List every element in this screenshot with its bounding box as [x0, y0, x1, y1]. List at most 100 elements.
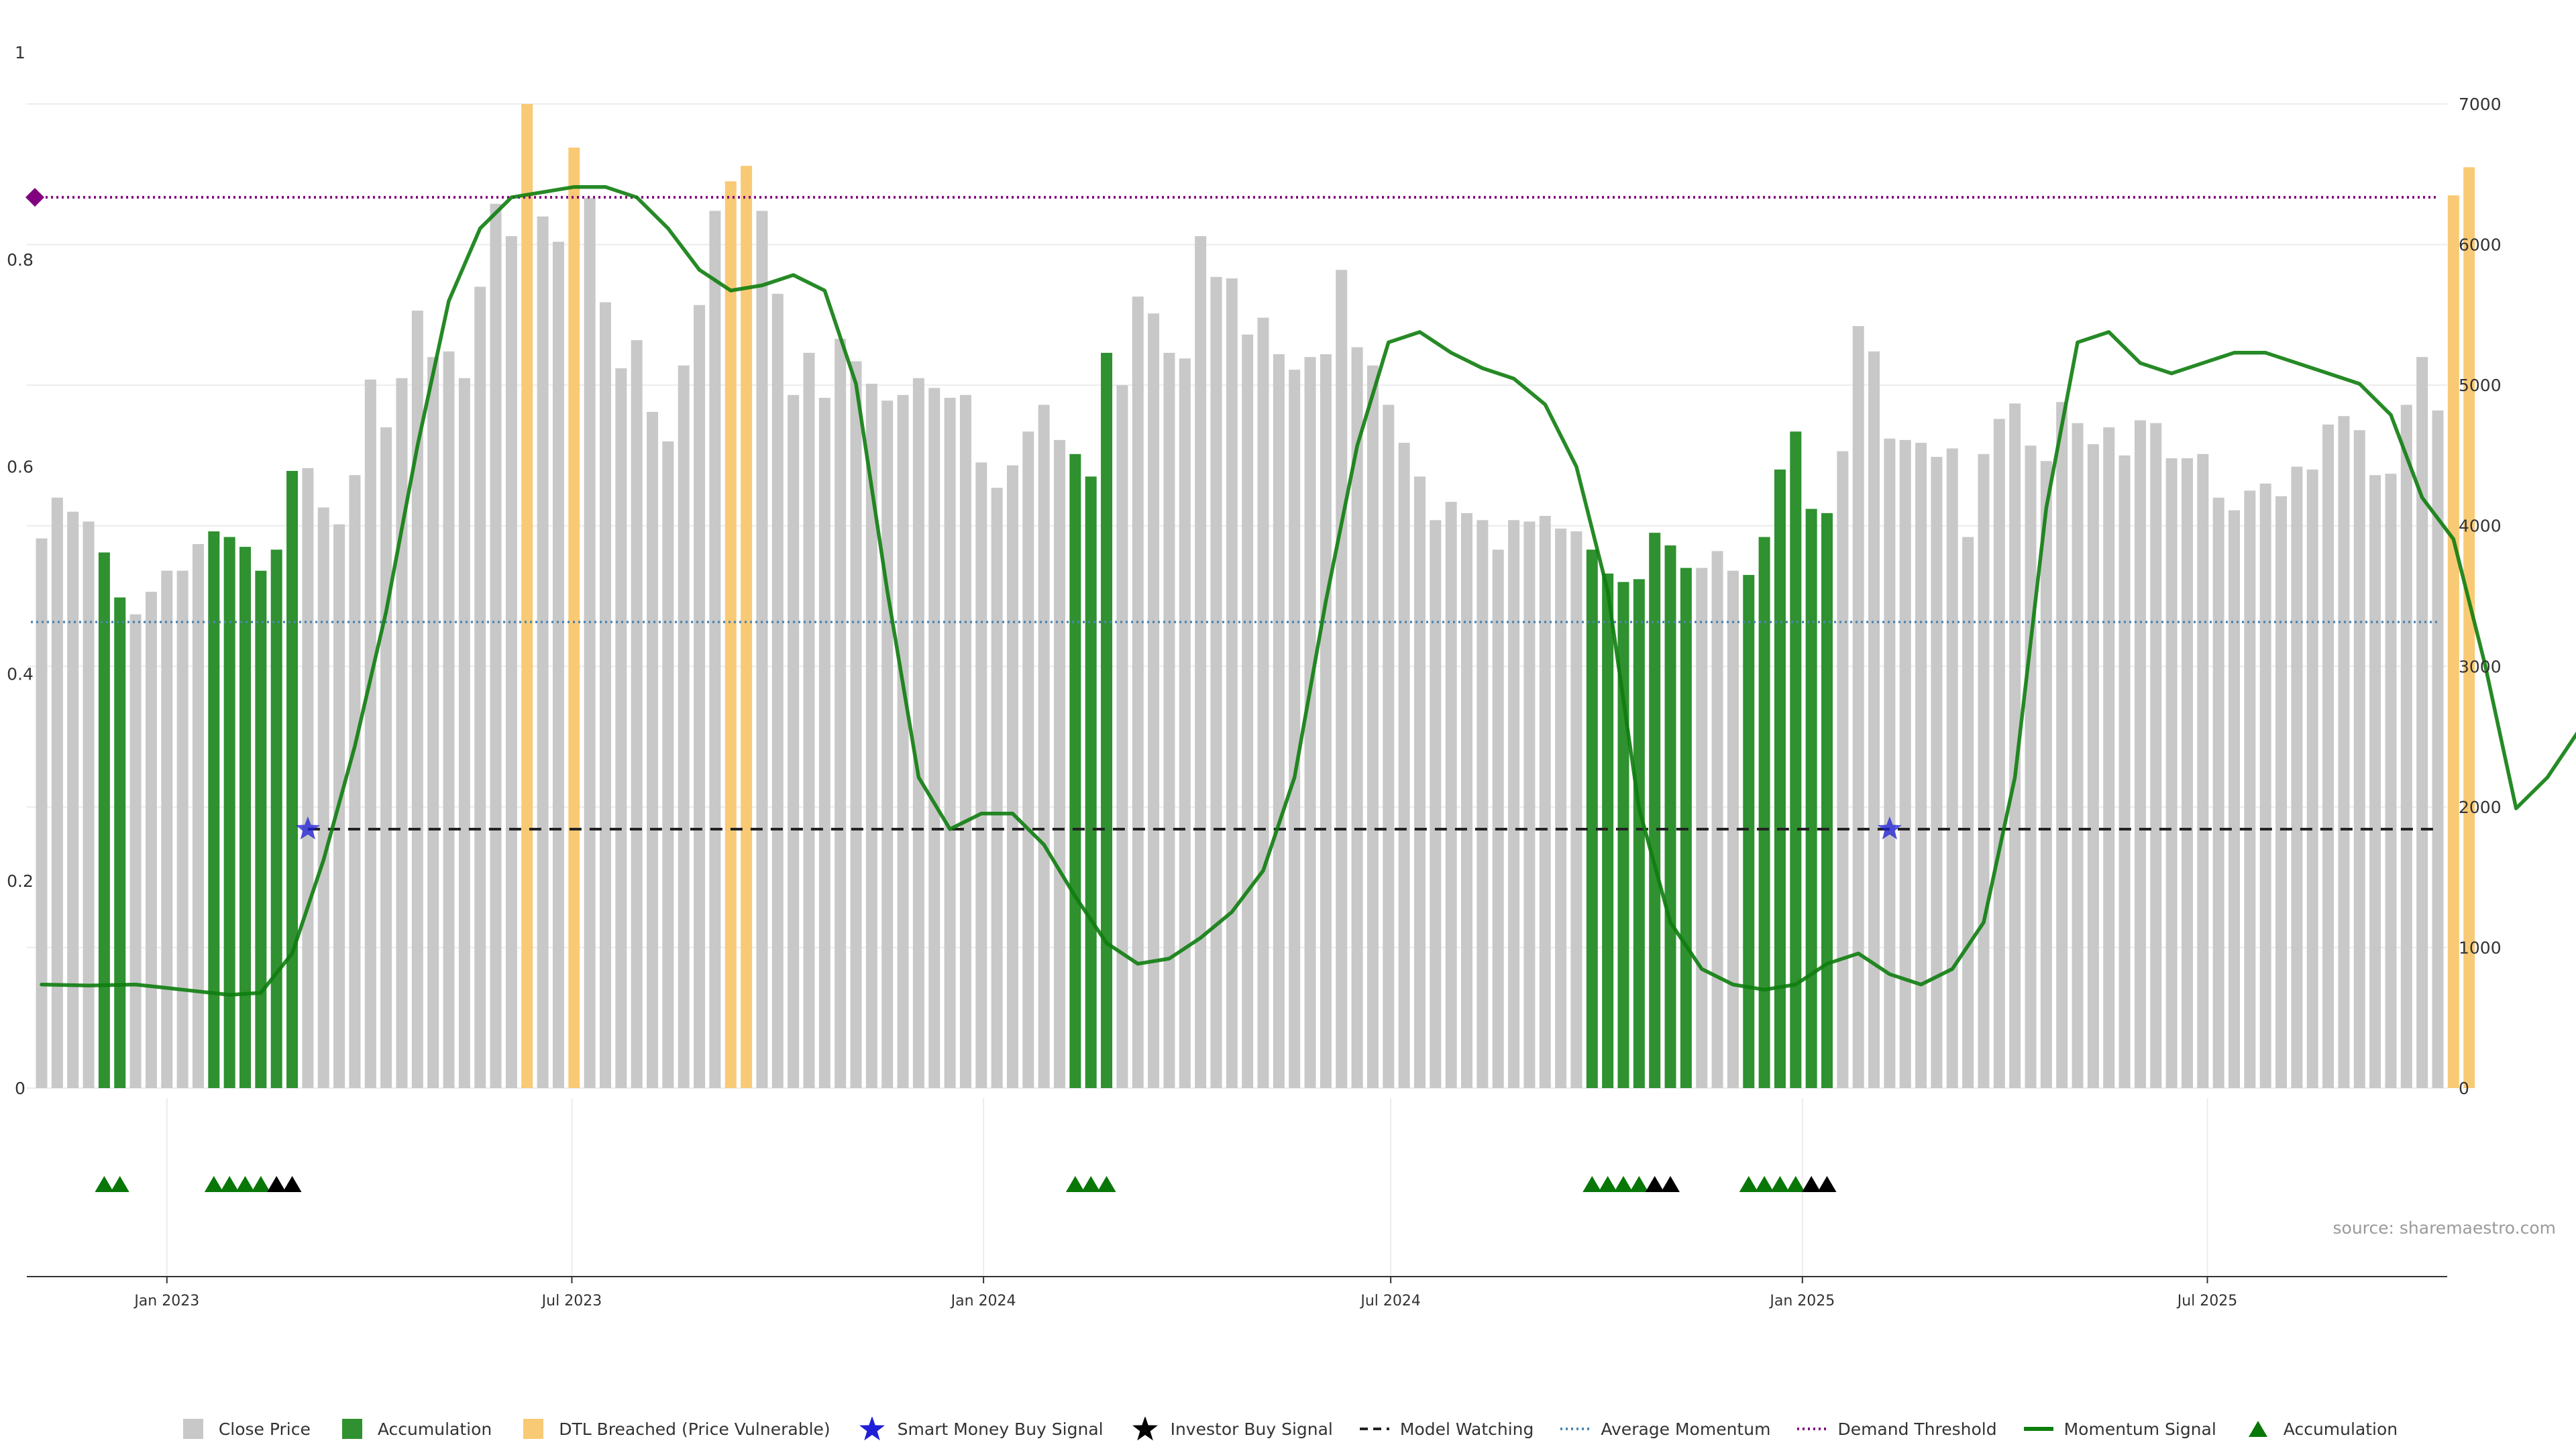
close-price-bar [1539, 516, 1551, 1088]
close-price-bar [2306, 469, 2318, 1088]
close-price-bar [443, 351, 455, 1088]
close-price-bar [678, 365, 690, 1088]
left-tick-label: 0 [15, 1079, 25, 1098]
close-price-bar [2244, 490, 2256, 1088]
close-price-bar [2432, 410, 2444, 1088]
accumulation-triangle [251, 1176, 270, 1192]
smart-money-star [295, 816, 320, 840]
right-tick-label: 5000 [2459, 376, 2502, 395]
left-tick-label: 0.8 [7, 250, 34, 270]
close-price-bar [1430, 520, 1442, 1088]
close-price-bar [991, 488, 1003, 1088]
close-price-bar [1899, 439, 1911, 1088]
close-price-bar [1946, 448, 1958, 1088]
close-price-bar [2259, 483, 2271, 1088]
accumulation-triangle [110, 1176, 129, 1192]
legend-item: Demand Threshold [1797, 1417, 1997, 1441]
close-price-bar [505, 235, 517, 1089]
close-price-bar [2322, 424, 2334, 1088]
close-price-bar [1570, 531, 1582, 1088]
close-price-bar [302, 468, 314, 1088]
accumulation-bar [255, 570, 267, 1088]
legend-label: Accumulation [2283, 1419, 2398, 1439]
close-price-bar [1006, 465, 1018, 1088]
dtl-breached-bar [568, 147, 580, 1088]
legend-item: Momentum Signal [2023, 1417, 2216, 1441]
close-price-bar [1383, 405, 1395, 1088]
right-tick-label: 4000 [2459, 517, 2502, 536]
x-tick-label: Jul 2024 [1359, 1293, 1421, 1309]
close-price-bar [1711, 551, 1723, 1088]
close-price-bar [1304, 357, 1316, 1089]
close-price-bar [2275, 496, 2288, 1088]
legend-label: Demand Threshold [1837, 1419, 1997, 1439]
right-tick-label: 7000 [2459, 95, 2502, 114]
accumulation-triangle [1065, 1176, 1085, 1192]
left-tick-label: 0.4 [7, 664, 34, 684]
left-tick-label: 0.2 [7, 871, 34, 891]
accumulation-bar [1586, 549, 1598, 1088]
close-price-bar [2150, 423, 2162, 1088]
close-price-bar [1398, 443, 1410, 1088]
close-price-bar [584, 198, 596, 1089]
close-price-bar [2353, 430, 2365, 1088]
close-price-bar [2134, 420, 2146, 1088]
close-price-bar [1852, 326, 1864, 1089]
close-price-bar [2197, 453, 2209, 1088]
legend-item: Average Momentum [1560, 1417, 1770, 1441]
accumulation-bar [1743, 575, 1755, 1088]
close-price-bar [1054, 439, 1066, 1088]
close-price-bar [912, 378, 924, 1088]
investor-buy-triangle [1661, 1176, 1680, 1192]
accumulation-bar [1758, 537, 1770, 1088]
close-price-bar [1978, 453, 1990, 1088]
legend-item: Accumulation [2243, 1417, 2398, 1441]
accumulation-bar [1664, 545, 1676, 1088]
close-price-bar [599, 302, 611, 1088]
accumulation-bar [98, 552, 110, 1088]
close-price-bar [2165, 458, 2178, 1088]
close-price-bar [1022, 431, 1034, 1088]
accumulation-bar [1649, 533, 1661, 1088]
investor-buy-triangle [267, 1176, 286, 1192]
legend-item: DTL Breached (Price Vulnerable) [519, 1417, 830, 1441]
close-price-bar [2369, 475, 2381, 1088]
accumulation-triangle [1097, 1176, 1116, 1192]
left-tick-label: 1 [15, 43, 25, 62]
close-price-bar [36, 538, 48, 1088]
close-price-bar [1477, 520, 1489, 1088]
legend-star-icon [859, 1417, 885, 1441]
close-price-bar [192, 543, 204, 1088]
accumulation-bar [208, 531, 220, 1088]
close-price-bar [1351, 347, 1363, 1088]
legend-label: Momentum Signal [2063, 1419, 2216, 1439]
legend-square-icon [341, 1419, 362, 1439]
legend-item: Close Price [178, 1417, 311, 1441]
close-price-bar [129, 614, 142, 1088]
close-price-bar [2056, 402, 2068, 1088]
close-price-bar [2338, 416, 2350, 1088]
close-price-bar [364, 379, 376, 1088]
close-price-bar [1727, 570, 1739, 1088]
accumulation-triangle [1770, 1176, 1790, 1192]
close-price-bar [1837, 451, 1849, 1088]
close-price-bar [145, 592, 157, 1088]
investor-buy-triangle [282, 1176, 302, 1192]
close-price-bar [975, 462, 987, 1088]
close-price-bar [161, 570, 173, 1088]
right-tick-label: 6000 [2459, 235, 2502, 255]
close-price-bar [959, 394, 971, 1088]
close-price-bar [317, 507, 329, 1088]
legend-label: Model Watching [1399, 1419, 1534, 1439]
close-price-bar [1931, 457, 1943, 1088]
accumulation-bar [270, 549, 282, 1088]
accumulation-bar [1790, 431, 1802, 1088]
close-price-bar [897, 394, 909, 1088]
investor-buy-triangle [1817, 1176, 1837, 1192]
close-price-bar [835, 338, 847, 1089]
close-price-bar [647, 411, 659, 1088]
legend-label: Accumulation [377, 1419, 492, 1439]
legend-item: Model Watching [1359, 1417, 1534, 1441]
close-price-bar [380, 427, 392, 1088]
close-price-bar [756, 211, 768, 1088]
